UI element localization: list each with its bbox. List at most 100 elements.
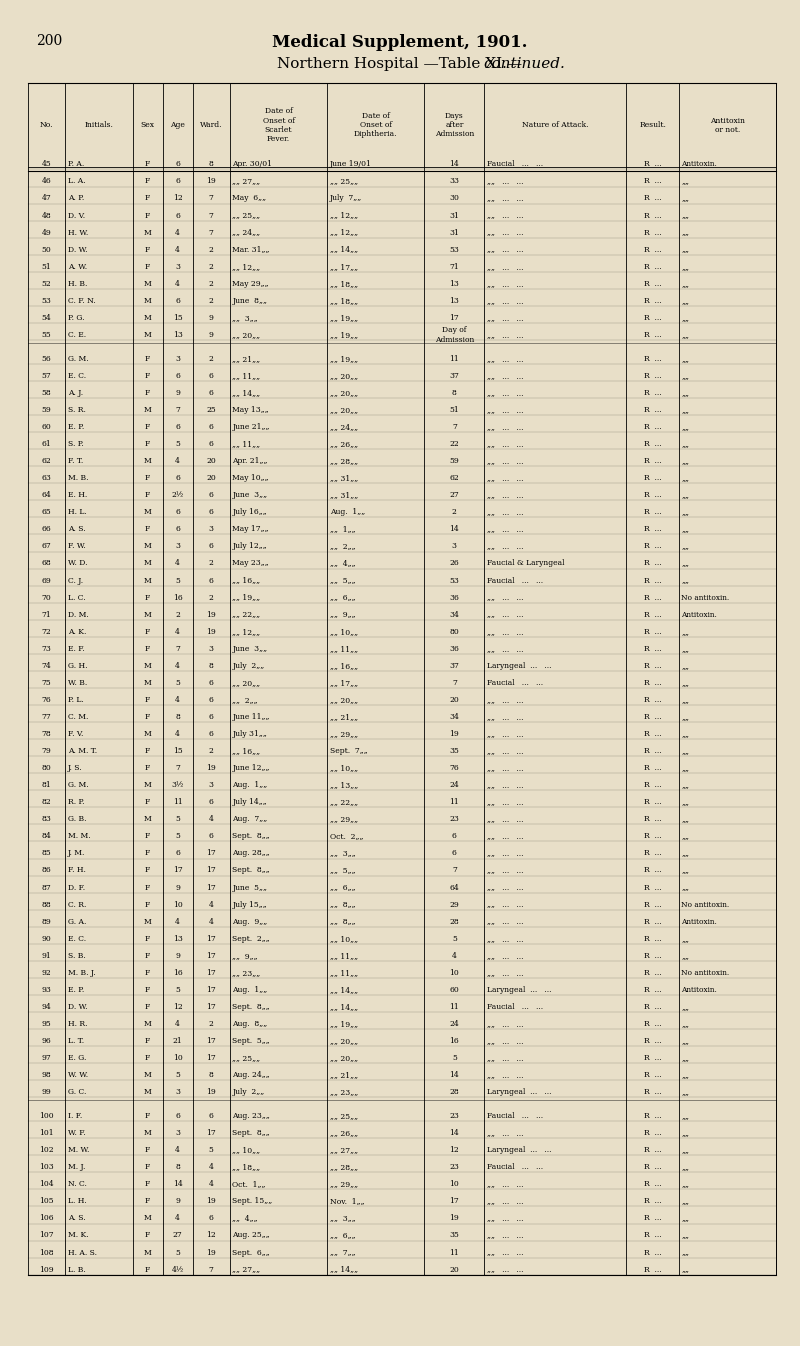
Text: Aug.  1„„: Aug. 1„„	[232, 781, 268, 789]
Text: Sept.  8„„: Sept. 8„„	[232, 867, 270, 875]
Text: 5: 5	[175, 678, 180, 686]
Text: R  ...: R ...	[644, 985, 662, 993]
Text: 5: 5	[209, 1147, 214, 1154]
Text: „„   ...   ...: „„ ... ...	[486, 883, 523, 891]
Text: 17: 17	[206, 952, 216, 960]
Text: Faucial   ...   ...: Faucial ... ...	[486, 1003, 543, 1011]
Text: Faucial   ...   ...: Faucial ... ...	[486, 1163, 543, 1171]
Text: 10: 10	[173, 900, 182, 909]
Text: F: F	[145, 262, 150, 271]
Text: 19: 19	[206, 178, 216, 186]
Text: „„: „„	[681, 781, 689, 789]
Text: 109: 109	[39, 1265, 54, 1273]
Text: S. R.: S. R.	[68, 406, 86, 415]
Text: „„: „„	[681, 331, 689, 339]
Text: Apr. 30/01: Apr. 30/01	[232, 160, 272, 168]
Text: 6: 6	[175, 297, 180, 304]
Text: 8: 8	[452, 389, 457, 397]
Text: M. J.: M. J.	[68, 1163, 85, 1171]
Text: R  ...: R ...	[644, 245, 662, 253]
Text: Faucial   ...   ...: Faucial ... ...	[486, 1112, 543, 1120]
Text: „„: „„	[681, 696, 689, 704]
Text: 5: 5	[175, 1071, 180, 1079]
Text: 88: 88	[42, 900, 51, 909]
Text: F: F	[145, 245, 150, 253]
Text: „„ 26„„: „„ 26„„	[330, 1129, 358, 1137]
Text: 7: 7	[175, 645, 180, 653]
Text: May 13„„: May 13„„	[232, 406, 269, 415]
Text: F: F	[145, 765, 150, 773]
Text: 7: 7	[209, 194, 214, 202]
Text: F: F	[145, 1147, 150, 1154]
Text: L. B.: L. B.	[68, 1265, 86, 1273]
Text: 106: 106	[39, 1214, 54, 1222]
Text: 17: 17	[206, 969, 216, 977]
Text: 4: 4	[175, 458, 180, 466]
Text: „„   ...   ...: „„ ... ...	[486, 900, 523, 909]
Text: 103: 103	[39, 1163, 54, 1171]
Text: „„   ...   ...: „„ ... ...	[486, 297, 523, 304]
Text: P. A.: P. A.	[68, 160, 84, 168]
Text: R  ...: R ...	[644, 883, 662, 891]
Text: E. H.: E. H.	[68, 491, 87, 499]
Text: 56: 56	[42, 355, 51, 363]
Text: „„: „„	[681, 713, 689, 721]
Text: „„ 10„„: „„ 10„„	[330, 934, 358, 942]
Text: „„: „„	[681, 867, 689, 875]
Text: „„ 23„„: „„ 23„„	[232, 969, 261, 977]
Text: 7: 7	[452, 867, 457, 875]
Text: 12: 12	[450, 1147, 459, 1154]
Text: Aug. 25„„: Aug. 25„„	[232, 1232, 270, 1240]
Text: 3: 3	[209, 781, 214, 789]
Text: „„: „„	[681, 730, 689, 738]
Text: 27: 27	[450, 491, 459, 499]
Text: 11: 11	[450, 1249, 459, 1257]
Text: 108: 108	[39, 1249, 54, 1257]
Text: „„   ...   ...: „„ ... ...	[486, 849, 523, 857]
Text: „„ 10„„: „„ 10„„	[330, 627, 358, 635]
Text: „„ 22„„: „„ 22„„	[330, 798, 358, 806]
Text: July 31„„: July 31„„	[232, 730, 267, 738]
Text: 14: 14	[450, 1129, 459, 1137]
Text: Aug. 24„„: Aug. 24„„	[232, 1071, 270, 1079]
Text: 85: 85	[42, 849, 51, 857]
Text: 84: 84	[42, 832, 51, 840]
Text: M: M	[144, 1249, 151, 1257]
Text: Sex: Sex	[141, 121, 154, 129]
Text: „„: „„	[681, 406, 689, 415]
Text: 2: 2	[209, 262, 214, 271]
Text: 17: 17	[206, 934, 216, 942]
Text: 4: 4	[175, 627, 180, 635]
Text: 6: 6	[209, 576, 214, 584]
Text: 9: 9	[175, 389, 180, 397]
Text: 4: 4	[209, 1163, 214, 1171]
Text: „„   ...   ...: „„ ... ...	[486, 867, 523, 875]
Text: F: F	[145, 1054, 150, 1062]
Text: R  ...: R ...	[644, 1265, 662, 1273]
Text: 6: 6	[209, 678, 214, 686]
Text: R  ...: R ...	[644, 560, 662, 568]
Text: A. J.: A. J.	[68, 389, 83, 397]
Text: 6: 6	[209, 1112, 214, 1120]
Text: D. M.: D. M.	[68, 611, 89, 619]
Text: 6: 6	[175, 509, 180, 517]
Text: July 14„„: July 14„„	[232, 798, 267, 806]
Text: „„: „„	[681, 645, 689, 653]
Text: G. M.: G. M.	[68, 781, 89, 789]
Text: 7: 7	[452, 678, 457, 686]
Text: „„: „„	[681, 1071, 689, 1079]
Text: „„  6„„: „„ 6„„	[330, 883, 355, 891]
Text: F: F	[145, 1265, 150, 1273]
Text: F: F	[145, 696, 150, 704]
Text: „„   ...   ...: „„ ... ...	[486, 491, 523, 499]
Text: May 29„„: May 29„„	[232, 280, 269, 288]
Text: 17: 17	[450, 1198, 459, 1206]
Text: 19: 19	[450, 1214, 459, 1222]
Text: F: F	[145, 1036, 150, 1044]
Text: R  ...: R ...	[644, 713, 662, 721]
Text: 4½: 4½	[171, 1265, 184, 1273]
Text: „„  1„„: „„ 1„„	[330, 525, 355, 533]
Text: F: F	[145, 645, 150, 653]
Text: F: F	[145, 194, 150, 202]
Text: Ward.: Ward.	[200, 121, 222, 129]
